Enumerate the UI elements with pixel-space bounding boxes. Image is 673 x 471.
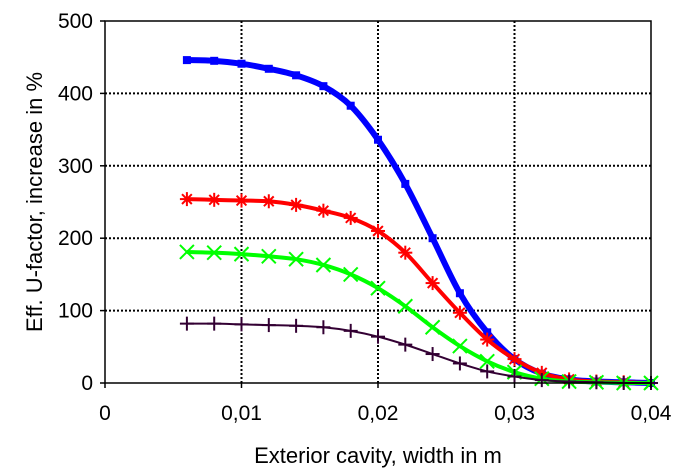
series-4 bbox=[179, 316, 658, 390]
data-point bbox=[507, 369, 522, 384]
data-point bbox=[562, 374, 577, 389]
x-tick-label: 0,04 bbox=[631, 402, 672, 425]
x-tick-label: 0,02 bbox=[358, 402, 399, 425]
data-point bbox=[371, 223, 385, 238]
data-point bbox=[452, 356, 467, 371]
data-point bbox=[343, 210, 358, 225]
x-tick-label: 0 bbox=[99, 402, 111, 425]
data-point bbox=[346, 101, 355, 110]
data-point bbox=[179, 316, 194, 331]
data-point bbox=[289, 197, 304, 212]
data-point bbox=[234, 317, 249, 332]
data-point bbox=[316, 203, 331, 218]
data-point bbox=[480, 332, 495, 347]
data-point bbox=[398, 245, 413, 260]
data-point bbox=[425, 276, 440, 291]
data-point bbox=[264, 64, 273, 73]
data-point bbox=[315, 257, 332, 273]
data-point bbox=[534, 373, 549, 388]
data-point bbox=[425, 347, 440, 362]
data-point bbox=[507, 352, 522, 367]
data-point bbox=[480, 364, 495, 379]
data-point bbox=[479, 353, 495, 369]
data-point bbox=[289, 318, 304, 333]
data-point bbox=[179, 244, 195, 260]
data-point bbox=[210, 56, 219, 65]
data-point bbox=[182, 56, 191, 65]
data-point bbox=[206, 244, 222, 261]
y-tick-label: 500 bbox=[58, 10, 93, 33]
data-point bbox=[428, 234, 437, 243]
y-tick-label: 200 bbox=[58, 227, 93, 250]
data-point bbox=[452, 305, 467, 320]
data-point bbox=[237, 59, 246, 68]
data-point bbox=[319, 82, 328, 91]
x-tick-label: 0,03 bbox=[494, 402, 535, 425]
y-axis-title: Eff. U-factor, increase in % bbox=[22, 72, 47, 332]
data-point bbox=[288, 251, 304, 267]
data-point bbox=[371, 329, 385, 344]
data-point bbox=[370, 280, 386, 296]
data-point bbox=[261, 248, 277, 265]
data-point bbox=[233, 246, 250, 262]
x-axis-title: Exterior cavity, width in m bbox=[254, 443, 502, 468]
data-point bbox=[207, 316, 222, 331]
data-point bbox=[234, 193, 249, 208]
y-tick-label: 300 bbox=[58, 155, 93, 178]
x-tick-label: 0,01 bbox=[221, 402, 262, 425]
data-point bbox=[343, 323, 358, 338]
data-point bbox=[207, 192, 222, 207]
data-point bbox=[397, 298, 414, 314]
y-tick-label: 100 bbox=[58, 300, 93, 323]
y-tick-label: 0 bbox=[81, 372, 93, 395]
data-point bbox=[292, 71, 301, 80]
data-point bbox=[401, 179, 410, 188]
data-point bbox=[179, 192, 194, 207]
data-point bbox=[424, 319, 441, 335]
data-point bbox=[452, 338, 468, 354]
data-point bbox=[316, 320, 331, 335]
data-point bbox=[483, 328, 492, 337]
data-point bbox=[342, 266, 359, 283]
data-point bbox=[374, 135, 382, 144]
y-tick-label: 400 bbox=[58, 82, 93, 105]
data-point bbox=[455, 289, 464, 298]
data-point bbox=[261, 194, 276, 209]
tick-labels: 0 100 200 300 400 500 0 0,01 0,02 0,03 0,04 bbox=[58, 10, 672, 425]
data-point bbox=[261, 318, 276, 333]
series-group bbox=[179, 56, 659, 391]
data-point bbox=[398, 337, 413, 352]
